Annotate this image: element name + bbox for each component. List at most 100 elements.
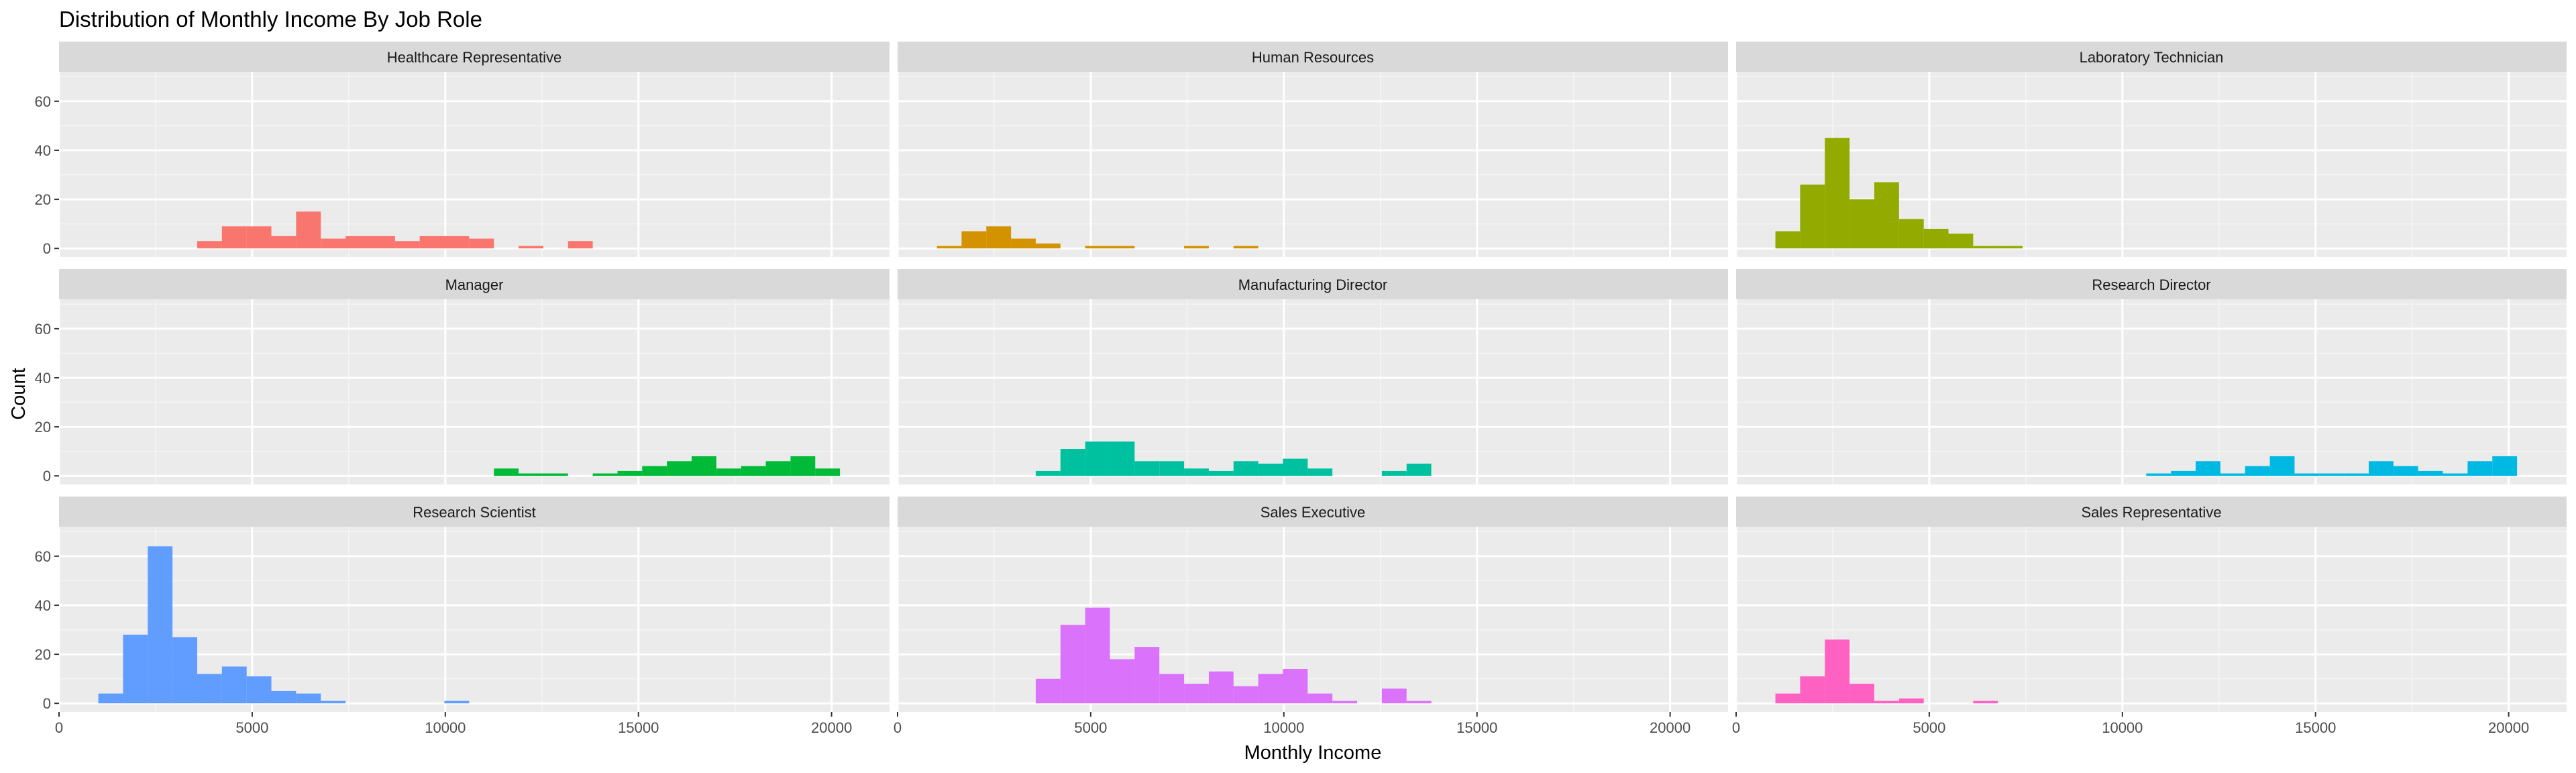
histogram-bar <box>469 238 494 249</box>
histogram-bar <box>1085 607 1110 704</box>
histogram-bar <box>444 236 470 249</box>
y-tick-label: 60 <box>35 321 51 338</box>
histogram-bar <box>1184 683 1209 704</box>
histogram-bar <box>394 241 420 249</box>
facet-label: Manager <box>445 276 504 293</box>
histogram-bar <box>444 701 470 704</box>
facet-label: Sales Executive <box>1260 504 1366 521</box>
x-tick-label: 0 <box>55 719 63 736</box>
facet-panel: Healthcare Representative 0 20 40 60 <box>35 42 890 257</box>
histogram-bar <box>519 246 543 249</box>
histogram-bar <box>148 546 173 704</box>
facet-label: Research Scientist <box>413 504 535 521</box>
y-tick-label: 20 <box>35 191 51 208</box>
histogram-bar <box>1381 688 1407 704</box>
histogram-bar <box>1307 693 1333 704</box>
x-tick-label: 10000 <box>2102 719 2143 736</box>
histogram-bar <box>790 456 816 476</box>
y-tick-label: 40 <box>35 597 51 614</box>
histogram-bar <box>197 241 222 249</box>
histogram-bar <box>197 674 222 704</box>
histogram-bar <box>2294 473 2320 476</box>
histogram-bar <box>1233 686 1258 704</box>
histogram-bar <box>1825 639 1850 704</box>
x-tick-label: 20000 <box>811 719 852 736</box>
facet-panel: Sales Executive 0 5000 10000 15000 20000 <box>894 497 1728 736</box>
histogram-bar <box>98 693 123 704</box>
histogram-bar <box>1948 234 1974 249</box>
histogram-bar <box>1159 674 1185 704</box>
panel-background <box>1736 527 2567 712</box>
y-tick-label: 20 <box>35 646 51 663</box>
panel-background <box>59 72 890 257</box>
histogram-bar <box>543 473 568 476</box>
histogram-bar <box>1233 246 1258 249</box>
histogram-bar <box>2393 466 2418 476</box>
x-tick-label: 5000 <box>1074 719 1107 736</box>
histogram-bar <box>519 473 543 476</box>
y-tick-label: 0 <box>43 468 51 484</box>
histogram-bar <box>2467 461 2493 476</box>
histogram-bar <box>667 461 692 476</box>
histogram-bar <box>172 637 197 704</box>
histogram-bar <box>1973 246 1998 249</box>
y-tick-label: 60 <box>35 548 51 565</box>
histogram-bar <box>1800 676 1825 704</box>
x-tick-label: 15000 <box>1456 719 1497 736</box>
facet-panel: Manager 0 20 40 60 <box>35 269 890 484</box>
y-axis-title: Count <box>8 368 30 419</box>
y-tick-label: 0 <box>43 240 51 257</box>
facet-label: Sales Representative <box>2081 504 2221 521</box>
histogram-bar <box>1110 659 1135 704</box>
histogram-bar <box>1800 185 1825 249</box>
facet-label: Laboratory Technician <box>2080 49 2224 66</box>
histogram-bar <box>1011 238 1036 249</box>
histogram-bar <box>1381 470 1407 476</box>
histogram-bar <box>419 236 445 249</box>
facet-panel: Human Resources <box>896 42 1728 257</box>
histogram-bar <box>1874 182 1899 249</box>
facet-strip <box>1736 42 2567 72</box>
facet-strip <box>1736 269 2567 299</box>
panel-background <box>898 527 1728 712</box>
histogram-bar <box>321 238 346 249</box>
histogram-bar <box>1035 470 1061 476</box>
facet-panel: Manufacturing Director <box>896 269 1728 484</box>
y-tick-label: 40 <box>35 370 51 386</box>
facet-panel: Sales Representative 0 5000 10000 15000 20000 <box>1732 497 2567 736</box>
histogram-bar <box>1406 701 1432 704</box>
facet-strip <box>898 42 1728 72</box>
histogram-bar <box>271 236 297 249</box>
histogram-bar <box>1258 463 1283 476</box>
histogram-bar <box>1134 647 1160 704</box>
facet-strip <box>1736 497 2567 527</box>
facet-panel: Research Scientist 0 20 40 60 0 5000 10000 15000… <box>35 497 890 736</box>
histogram-bar <box>1110 246 1135 249</box>
histogram-bar <box>568 241 593 249</box>
panel-background <box>1736 299 2567 484</box>
histogram-bar <box>1775 693 1801 704</box>
x-tick-label: 5000 <box>1913 719 1945 736</box>
histogram-bar <box>1825 138 1850 249</box>
histogram-bar <box>1085 442 1110 476</box>
histogram-bar <box>692 456 716 476</box>
histogram-bar <box>321 701 346 704</box>
histogram-bar <box>345 236 370 249</box>
histogram-bar <box>1849 199 1874 249</box>
histogram-bar <box>961 231 987 249</box>
x-tick-label: 10000 <box>425 719 466 736</box>
histogram-bar <box>271 690 297 704</box>
facet-label: Human Resources <box>1252 49 1374 66</box>
histogram-bar <box>2146 473 2171 476</box>
histogram-bar <box>1184 468 1209 476</box>
histogram-bar <box>1035 243 1061 249</box>
panel-background <box>898 299 1728 484</box>
histogram-bar <box>2344 473 2369 476</box>
facet-strip <box>898 269 1728 299</box>
histogram-bar <box>2196 461 2220 476</box>
histogram-bar <box>765 461 791 476</box>
histogram-bar <box>1208 470 1234 476</box>
histogram-bar <box>370 236 395 249</box>
histogram-bar <box>986 226 1012 249</box>
facet-panels: Healthcare Representative 0 20 40 60 Human Re… <box>35 42 2567 736</box>
